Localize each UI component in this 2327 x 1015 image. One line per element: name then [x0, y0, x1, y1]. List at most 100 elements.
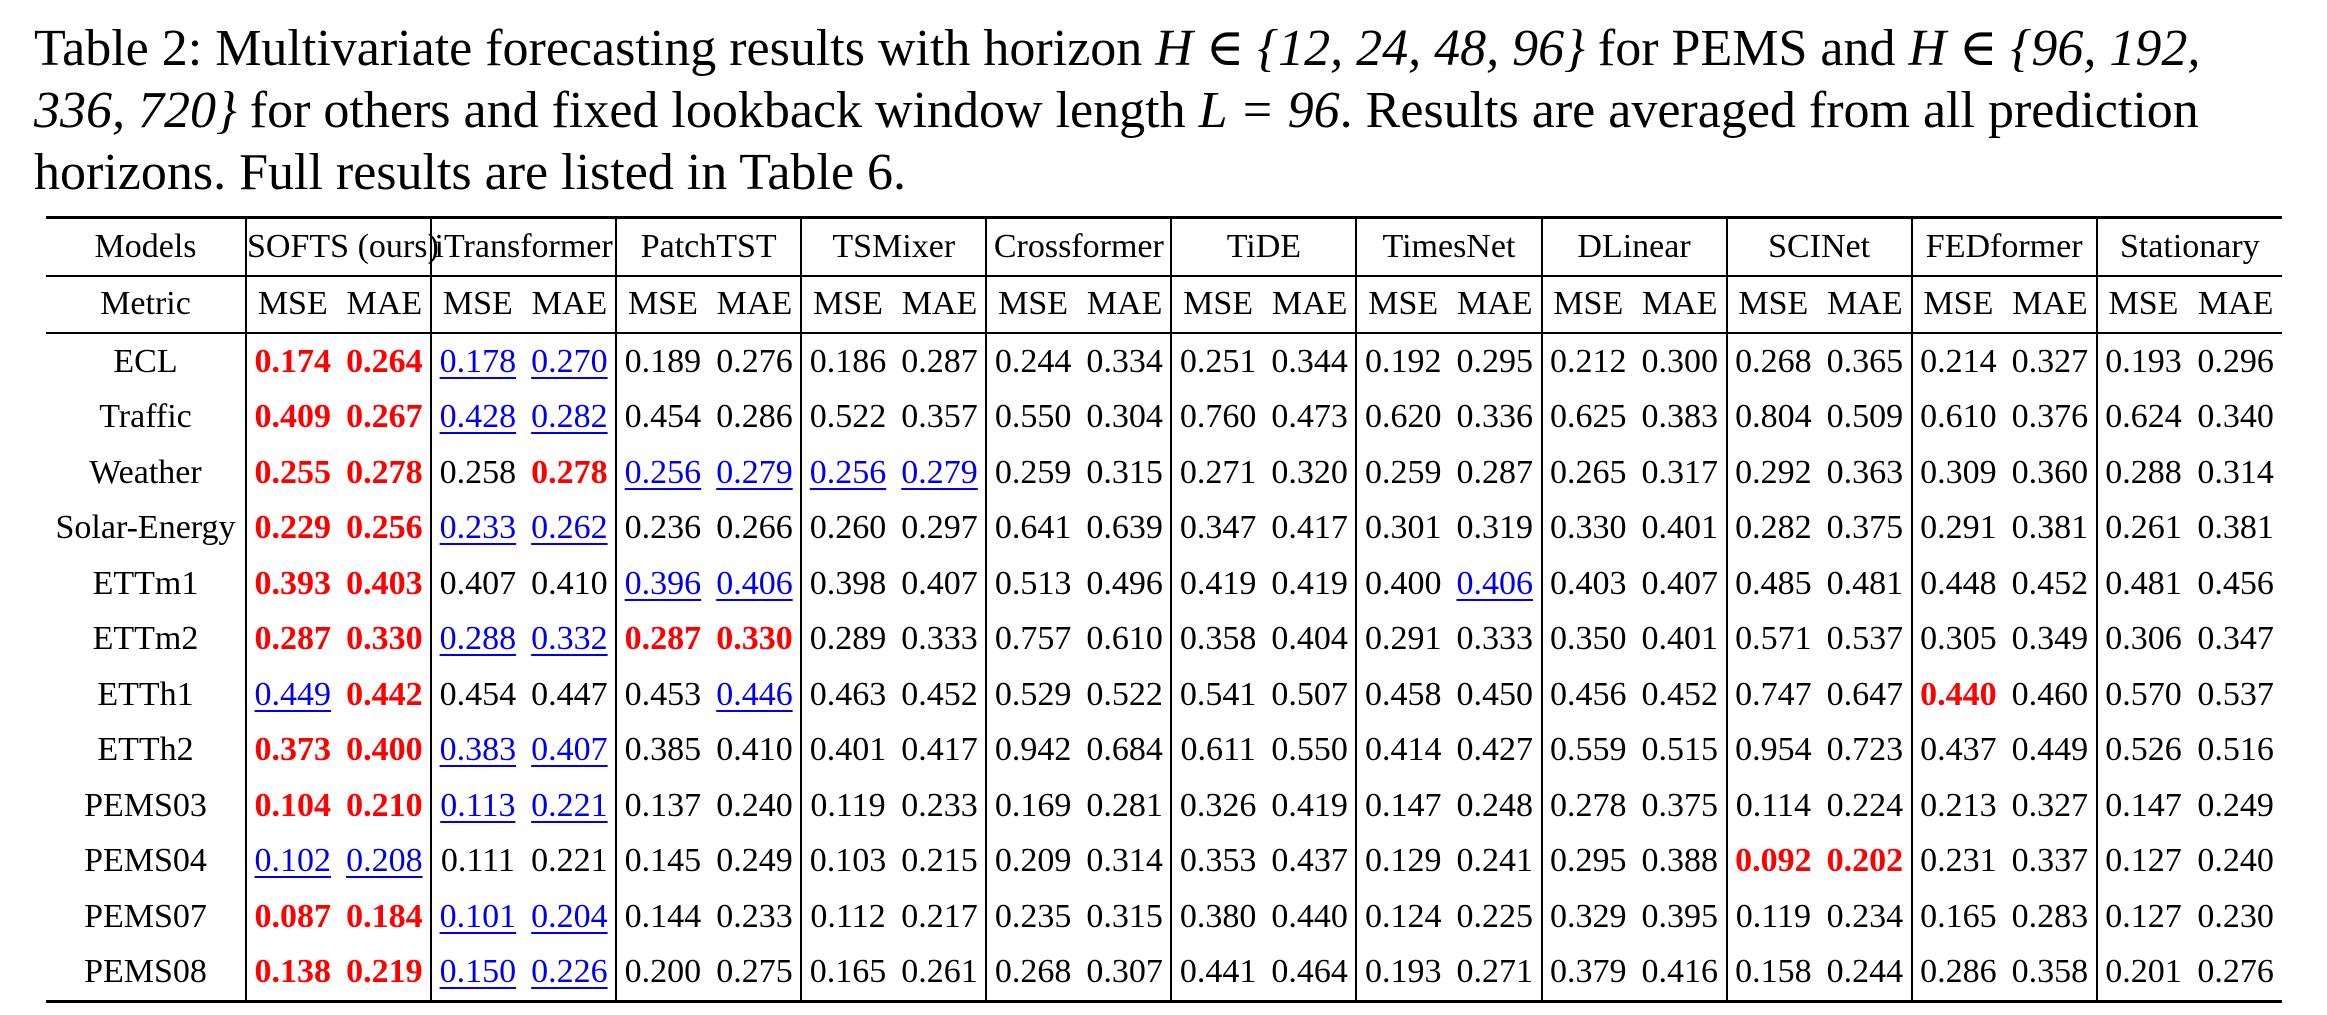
header-metric-mse: MSE: [985, 275, 1079, 334]
value: 0.441: [1179, 953, 1257, 991]
result-cell: 0.336: [1449, 390, 1542, 446]
table-row: ETTm1 0.393 0.403 0.407 0.410 0.396 0.406 0.398…: [46, 556, 2282, 612]
value: 0.358: [1179, 620, 1257, 658]
value: 0.292: [1735, 453, 1812, 491]
result-cell: 0.233: [430, 500, 524, 556]
result-cell: 0.276: [2189, 944, 2282, 1003]
value: 0.375: [1641, 786, 1719, 824]
table-row: ECL 0.174 0.264 0.178 0.270 0.189 0.276 0.186 0.…: [46, 333, 2282, 390]
result-cell: 0.233: [894, 778, 987, 834]
value: 0.401: [809, 731, 887, 769]
value: 0.287: [901, 342, 978, 380]
value: 0.286: [1920, 953, 1997, 991]
caption-math-1: H ∈ {12, 24, 48, 96}: [1155, 20, 1585, 77]
result-cell: 0.319: [1449, 501, 1542, 557]
result-cell: 0.292: [1725, 445, 1820, 501]
result-cell: 0.375: [1634, 778, 1727, 834]
result-cell: 0.212: [1540, 333, 1635, 390]
best-value: 0.393: [254, 564, 332, 602]
second-best-value: 0.102: [254, 842, 332, 880]
header-metric-mse: MSE: [1170, 275, 1264, 334]
second-best-value: 0.113: [440, 786, 516, 824]
value: 0.317: [1641, 453, 1719, 491]
second-best-value: 0.282: [531, 398, 608, 436]
value: 0.314: [1086, 842, 1163, 880]
result-cell: 0.314: [1079, 834, 1172, 890]
value: 0.336: [1456, 398, 1533, 436]
result-cell: 0.357: [894, 390, 987, 446]
value: 0.804: [1735, 398, 1812, 436]
best-value: 0.092: [1735, 842, 1812, 880]
second-best-value: 0.428: [439, 398, 517, 436]
result-cell: 0.400: [339, 723, 432, 779]
second-best-value: 0.407: [531, 731, 608, 769]
caption-text-3: for others and fixed lookback window len…: [236, 82, 1199, 139]
result-cell: 0.641: [985, 500, 1079, 556]
best-value: 0.184: [346, 897, 423, 935]
result-cell: 0.268: [985, 944, 1079, 1003]
value: 0.278: [1550, 786, 1627, 824]
value: 0.265: [1550, 453, 1627, 491]
value: 0.231: [1920, 842, 1997, 880]
result-cell: 0.256: [800, 445, 894, 501]
result-cell: 0.271: [1448, 944, 1542, 1003]
result-cell: 0.224: [1819, 778, 1912, 834]
result-cell: 0.383: [1634, 390, 1727, 446]
result-cell: 0.129: [1355, 833, 1449, 889]
result-cell: 0.288: [2095, 445, 2190, 501]
result-cell: 0.225: [1449, 889, 1542, 945]
value: 0.193: [1364, 953, 1442, 991]
result-cell: 0.942: [985, 722, 1079, 778]
result-cell: 0.452: [1634, 667, 1727, 723]
result-cell: 0.416: [1634, 944, 1727, 1003]
result-cell: 0.383: [430, 722, 524, 778]
value: 0.315: [1086, 453, 1163, 491]
value: 0.407: [1641, 564, 1719, 602]
value: 0.522: [809, 398, 887, 436]
header-model: Stationary: [2095, 216, 2282, 277]
value: 0.147: [1364, 786, 1442, 824]
value: 0.268: [994, 953, 1072, 991]
result-cell: 0.516: [2189, 723, 2282, 779]
result-cell: 0.401: [1634, 612, 1727, 668]
caption-math-3: L = 96: [1198, 82, 1340, 139]
result-cell: 0.283: [2004, 889, 2097, 945]
value: 0.261: [901, 953, 978, 991]
result-cell: 0.454: [615, 389, 709, 445]
result-cell: 0.258: [430, 445, 524, 501]
result-cell: 0.145: [615, 833, 709, 889]
result-cell: 0.441: [1170, 944, 1264, 1003]
result-cell: 0.401: [800, 722, 894, 778]
result-cell: 0.456: [1540, 667, 1635, 723]
result-cell: 0.214: [1910, 333, 2005, 390]
result-cell: 0.723: [1819, 723, 1912, 779]
best-value: 0.229: [254, 509, 332, 547]
result-cell: 0.101: [430, 889, 524, 945]
result-cell: 0.186: [800, 333, 894, 390]
value: 0.233: [716, 897, 793, 935]
value: 0.145: [624, 842, 702, 880]
value: 0.385: [624, 731, 702, 769]
header-model: SOFTS (ours): [245, 216, 439, 277]
result-cell: 0.278: [524, 445, 617, 501]
dataset-name: Traffic: [99, 398, 192, 436]
value: 0.103: [809, 842, 887, 880]
table-row: PEMS07 0.087 0.184 0.101 0.204 0.144 0.233 0.11…: [46, 889, 2282, 945]
best-value: 0.267: [346, 398, 423, 436]
result-cell: 0.463: [800, 667, 894, 723]
header-metric-mae: MAE: [1634, 275, 1727, 334]
value: 0.320: [1271, 453, 1348, 491]
result-cell: 0.147: [1355, 778, 1449, 834]
value: 0.230: [2197, 897, 2274, 935]
best-value: 0.278: [346, 453, 423, 491]
result-cell: 0.124: [1355, 889, 1449, 945]
value: 0.454: [439, 675, 517, 713]
result-cell: 0.610: [1910, 389, 2005, 445]
result-cell: 0.262: [524, 501, 617, 557]
value: 0.288: [2105, 453, 2182, 491]
value: 0.233: [901, 786, 978, 824]
value: 0.315: [1086, 897, 1163, 935]
value: 0.129: [1364, 842, 1442, 880]
value: 0.417: [901, 731, 978, 769]
result-cell: 0.210: [339, 778, 432, 834]
